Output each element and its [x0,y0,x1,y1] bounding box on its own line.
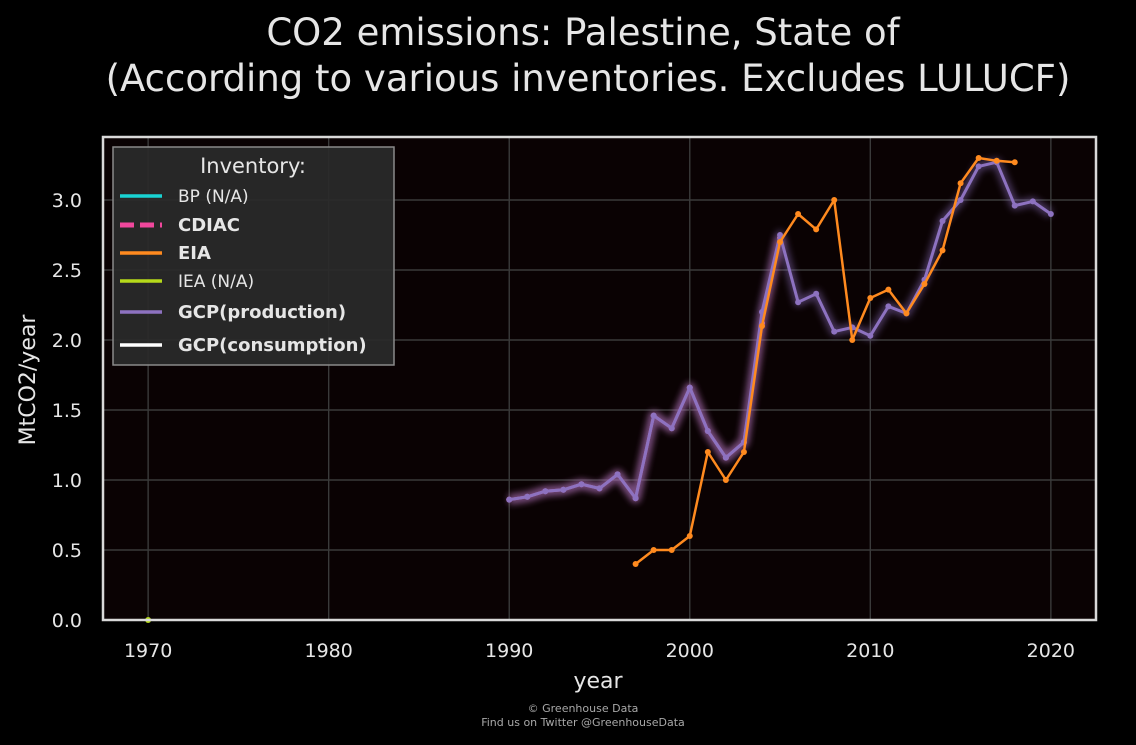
data-point-gcp-production [939,218,946,224]
y-tick-label: 0.0 [52,610,82,632]
data-point-eia [975,155,982,161]
series-line-eia [634,156,1015,565]
data-point-gcp-production [542,488,549,495]
data-point-gcp-production [506,496,513,503]
series-layer [145,155,1054,623]
data-point-gcp-production [1011,202,1018,209]
y-axis-ticks: 0.0 0.5 1.0 1.5 2.0 2.5 3.0 [52,190,82,632]
data-point-gcp-production [578,481,585,488]
data-point-gcp-production [795,299,802,306]
legend: Inventory: BP (N/A) CDIAC EIA IEA (N/A) GCP(… [112,146,395,366]
legend-label-gcp-consumption: GCP(consumption) [178,335,367,356]
legend-label-iea-n-a: IEA (N/A) [178,272,254,292]
data-point-eia [1011,159,1018,166]
data-point-eia [758,323,765,329]
data-point-gcp-production [813,290,820,297]
data-point-eia [795,211,802,217]
data-point-eia [957,180,964,187]
data-point-gcp-production [867,332,874,339]
legend-label-cdiac: CDIAC [178,215,240,236]
y-tick-label: 3.0 [52,190,82,212]
legend-label-gcp-production: GCP(production) [178,302,346,323]
x-tick-label: 2020 [1027,640,1075,662]
data-point-eia [686,533,693,539]
data-point-eia [831,197,838,203]
data-point-gcp-production [831,328,838,335]
data-point-gcp-production [722,454,729,461]
data-point-eia [849,337,856,343]
x-tick-label: 2000 [666,640,714,662]
data-point-gcp-production [614,471,621,478]
data-point-eia [867,295,874,301]
legend-label-eia: EIA [178,243,211,264]
data-point-gcp-production [777,232,784,238]
x-axis-label: year [573,669,623,694]
data-point-gcp-production [975,163,982,170]
legend-box [112,146,395,366]
legend-label-bp-n-a: BP (N/A) [178,187,249,207]
data-point-gcp-production [560,486,567,493]
data-point-gcp-production [1047,211,1054,217]
data-point-eia [740,449,747,455]
data-point-gcp-production [957,197,964,203]
data-point-eia [921,281,928,287]
data-point-gcp-production [704,428,711,434]
data-point-gcp-production [632,495,639,502]
data-point-eia [813,226,820,233]
y-tick-label: 1.5 [52,400,82,422]
data-point-gcp-production [596,485,603,492]
data-point-gcp-production [686,384,693,391]
y-axis-label: MtCO2/year [16,314,41,446]
data-point-eia [632,561,639,567]
data-point-eia [903,310,910,317]
x-tick-label: 1990 [485,640,533,662]
data-point-eia [939,247,946,254]
y-tick-label: 2.5 [52,260,82,282]
plot-frame [101,135,1098,622]
data-point-eia [885,286,892,293]
x-tick-label: 2010 [846,640,894,662]
x-axis-ticks: 1970 1980 1990 2000 2010 2020 [124,640,1075,662]
chart-title: CO2 emissions: Palestine, State of [266,11,900,54]
legend-title: Inventory: [200,154,306,178]
data-point-eia [722,477,729,483]
data-point-gcp-production [1029,198,1036,205]
chart-subtitle: (According to various inventories. Exclu… [106,57,1071,100]
data-point-eia [650,547,657,553]
legend-entries: BP (N/A) CDIAC EIA IEA (N/A) GCP(production)… [120,187,367,356]
data-point-gcp-production [524,493,531,500]
y-tick-label: 2.0 [52,330,82,352]
data-point-eia [993,157,1000,164]
data-point-eia [668,547,675,553]
data-point-eia [777,239,784,245]
data-point-gcp-production [650,412,657,419]
data-point-eia [704,449,711,455]
footer-copyright: © Greenhouse Data [528,702,639,715]
x-tick-label: 1970 [124,640,172,662]
y-tick-label: 1.0 [52,470,82,492]
x-tick-label: 1980 [305,640,353,662]
data-point-gcp-production [668,425,675,432]
data-point-gcp-production [885,303,892,310]
footer-twitter: Find us on Twitter @GreenhouseData [481,716,685,729]
y-tick-label: 0.5 [52,540,82,562]
